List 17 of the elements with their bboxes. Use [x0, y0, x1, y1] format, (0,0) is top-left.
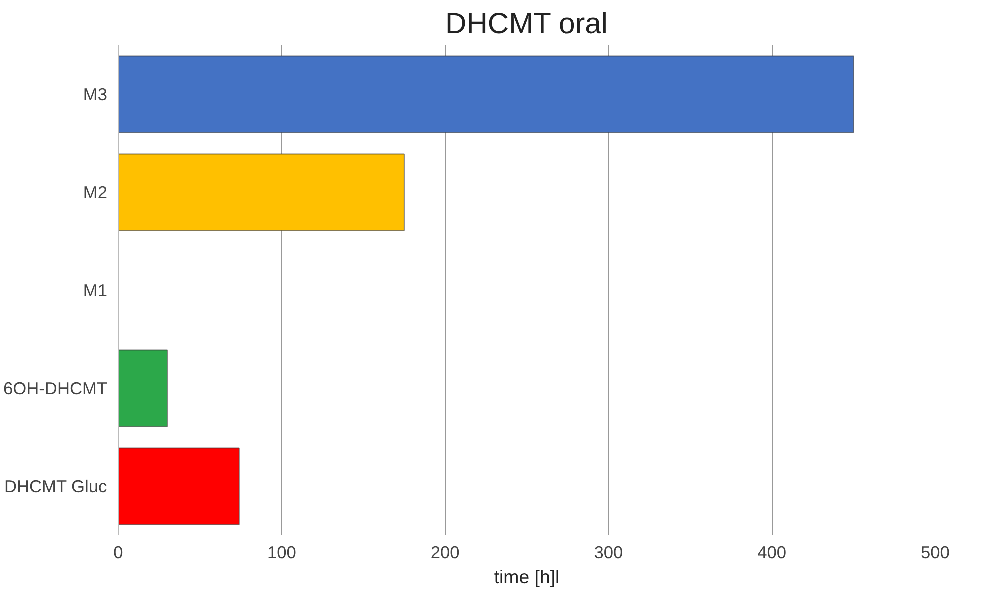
x-axis-title: time [h]l	[494, 566, 560, 588]
bar	[118, 350, 168, 428]
chart-title: DHCMT oral	[446, 8, 608, 40]
x-tick-label: 200	[430, 542, 460, 562]
y-tick-label: M3	[83, 84, 108, 104]
y-tick-label: DHCMT Gluc	[4, 476, 108, 496]
y-tick-label: M1	[83, 280, 108, 300]
y-tick-label: M2	[83, 182, 108, 202]
bar	[118, 56, 854, 134]
bar	[118, 448, 240, 526]
x-tick-label: 400	[758, 542, 787, 562]
x-tick-label: 100	[267, 542, 296, 562]
x-tick-label: 300	[594, 542, 624, 562]
bar	[118, 154, 405, 232]
x-tick-label: 0	[114, 542, 124, 562]
y-tick-label: 6OH-DHCMT	[4, 378, 108, 398]
x-tick-label: 500	[921, 542, 950, 562]
